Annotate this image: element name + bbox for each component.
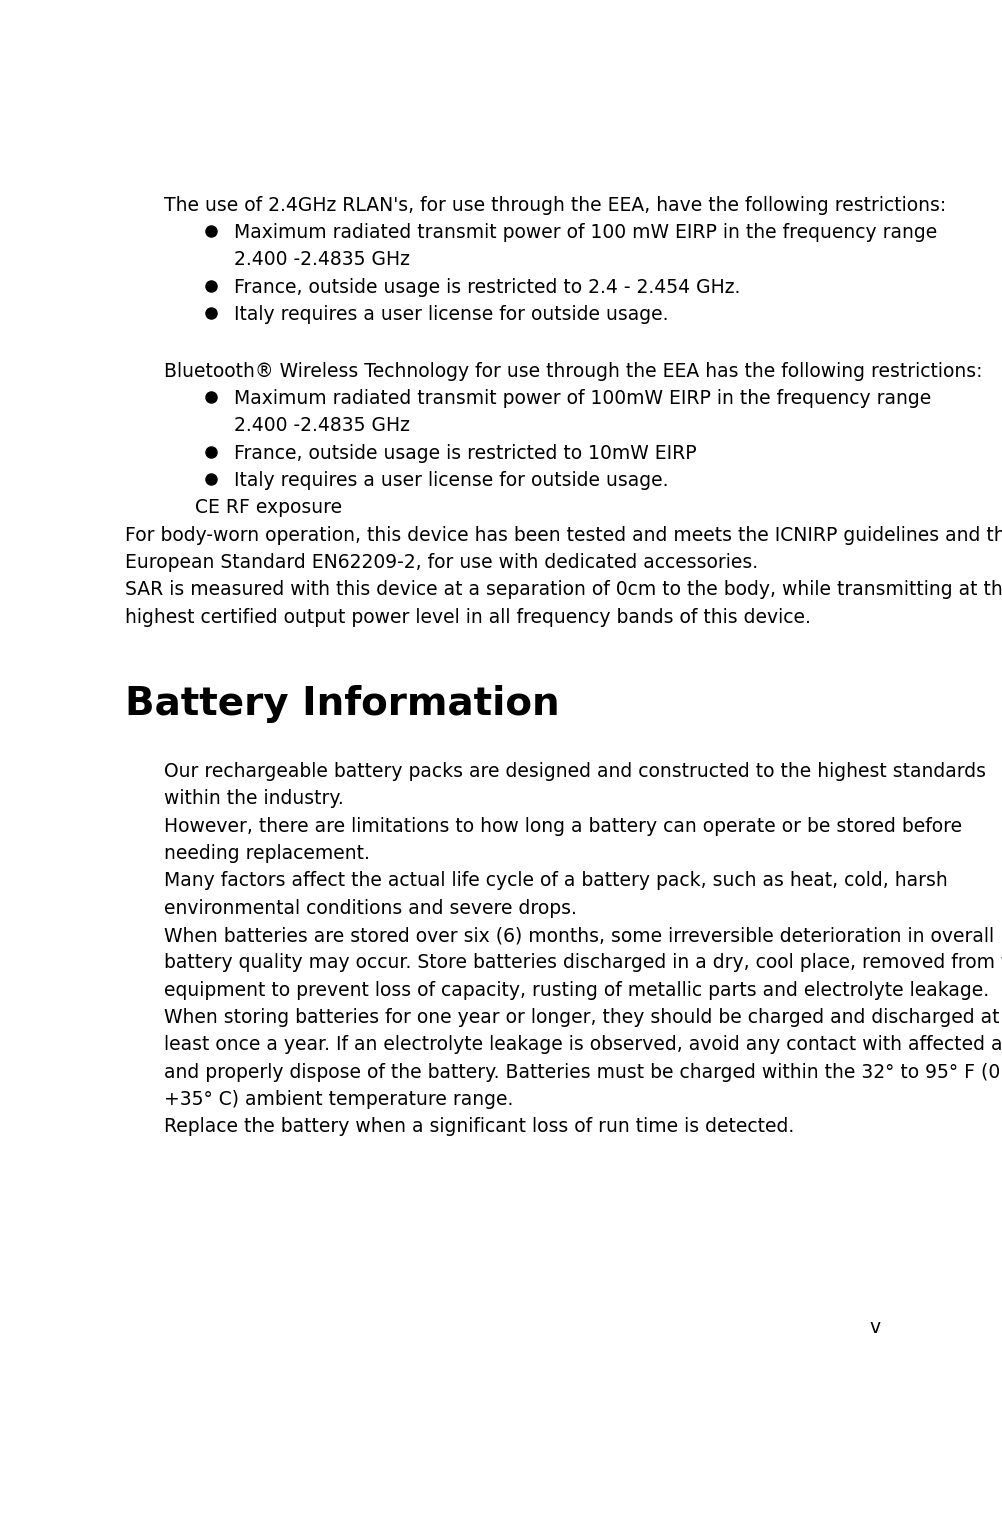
- Text: SAR is measured with this device at a separation of 0cm to the body, while trans: SAR is measured with this device at a se…: [125, 580, 1002, 600]
- Text: Italy requires a user license for outside usage.: Italy requires a user license for outsid…: [233, 305, 667, 324]
- Text: needing replacement.: needing replacement.: [164, 844, 370, 864]
- Text: 2.400 -2.4835 GHz: 2.400 -2.4835 GHz: [233, 417, 410, 435]
- Text: equipment to prevent loss of capacity, rusting of metallic parts and electrolyte: equipment to prevent loss of capacity, r…: [164, 980, 988, 1000]
- Text: environmental conditions and severe drops.: environmental conditions and severe drop…: [164, 898, 576, 918]
- Text: For body-worn operation, this device has been tested and meets the ICNIRP guidel: For body-worn operation, this device has…: [125, 526, 1002, 544]
- Text: v: v: [869, 1318, 880, 1336]
- Text: Italy requires a user license for outside usage.: Italy requires a user license for outsid…: [233, 471, 667, 489]
- Text: France, outside usage is restricted to 10mW EIRP: France, outside usage is restricted to 1…: [233, 444, 695, 462]
- Text: The use of 2.4GHz RLAN's, for use through the EEA, have the following restrictio: The use of 2.4GHz RLAN's, for use throug…: [164, 195, 946, 215]
- Text: Battery Information: Battery Information: [125, 685, 559, 723]
- Text: When batteries are stored over six (6) months, some irreversible deterioration i: When batteries are stored over six (6) m…: [164, 926, 993, 945]
- Text: Maximum radiated transmit power of 100mW EIRP in the frequency range: Maximum radiated transmit power of 100mW…: [233, 389, 930, 408]
- Text: Our rechargeable battery packs are designed and constructed to the highest stand: Our rechargeable battery packs are desig…: [164, 762, 985, 782]
- Text: and properly dispose of the battery. Batteries must be charged within the 32° to: and properly dispose of the battery. Bat…: [164, 1062, 1002, 1082]
- Text: highest certified output power level in all frequency bands of this device.: highest certified output power level in …: [125, 608, 811, 627]
- Text: When storing batteries for one year or longer, they should be charged and discha: When storing batteries for one year or l…: [164, 1007, 999, 1027]
- Text: Maximum radiated transmit power of 100 mW EIRP in the frequency range: Maximum radiated transmit power of 100 m…: [233, 223, 936, 242]
- Text: European Standard EN62209-2, for use with dedicated accessories.: European Standard EN62209-2, for use wit…: [125, 553, 758, 573]
- Text: 2.400 -2.4835 GHz: 2.400 -2.4835 GHz: [233, 250, 410, 270]
- Text: Replace the battery when a significant loss of run time is detected.: Replace the battery when a significant l…: [164, 1118, 794, 1136]
- Text: France, outside usage is restricted to 2.4 - 2.454 GHz.: France, outside usage is restricted to 2…: [233, 277, 739, 297]
- Text: least once a year. If an electrolyte leakage is observed, avoid any contact with: least once a year. If an electrolyte lea…: [164, 1035, 1002, 1054]
- Text: +35° C) ambient temperature range.: +35° C) ambient temperature range.: [164, 1089, 513, 1109]
- Text: within the industry.: within the industry.: [164, 789, 344, 809]
- Text: However, there are limitations to how long a battery can operate or be stored be: However, there are limitations to how lo…: [164, 817, 961, 836]
- Text: Many factors affect the actual life cycle of a battery pack, such as heat, cold,: Many factors affect the actual life cycl…: [164, 871, 947, 891]
- Text: battery quality may occur. Store batteries discharged in a dry, cool place, remo: battery quality may occur. Store batteri…: [164, 953, 1002, 973]
- Text: Bluetooth® Wireless Technology for use through the EEA has the following restric: Bluetooth® Wireless Technology for use t…: [164, 362, 982, 380]
- Text: CE RF exposure: CE RF exposure: [195, 498, 342, 517]
